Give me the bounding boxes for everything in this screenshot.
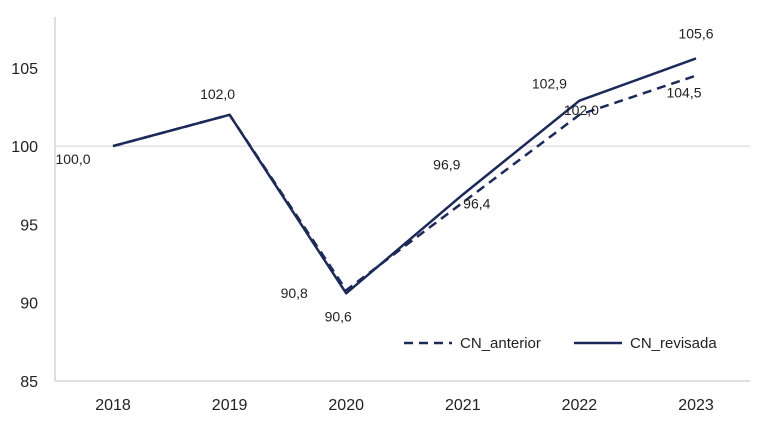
x-tick-label: 2022	[562, 397, 598, 414]
data-label-cn-revisada: 90,6	[325, 308, 352, 324]
data-label-cn-anterior: 104,5	[666, 85, 701, 101]
legend: CN_anterior CN_revisada	[404, 335, 717, 352]
data-label-cn-anterior: 102,0	[564, 102, 599, 118]
y-axis-ticks: 85 90 95 100 105	[11, 61, 38, 391]
y-tick-label: 105	[11, 61, 38, 78]
data-label-cn-revisada: 105,6	[678, 25, 713, 41]
data-label-cn-revisada: 96,9	[433, 157, 460, 173]
y-tick-label: 85	[20, 374, 38, 391]
x-axis-ticks: 2018 2019 2020 2021 2022 2023	[95, 397, 714, 414]
x-tick-label: 2018	[95, 397, 131, 414]
data-label-cn-revisada: 102,0	[200, 86, 235, 102]
x-tick-label: 2021	[445, 397, 481, 414]
data-label-cn-anterior: 96,4	[463, 195, 490, 211]
y-tick-label: 100	[11, 139, 38, 156]
data-labels: 100,0 90,8 96,4 102,0 104,5 102,0 90,6 96,9 102,…	[55, 25, 713, 324]
legend-label-cn-anterior: CN_anterior	[460, 335, 541, 352]
y-tick-label: 90	[20, 296, 38, 313]
data-label-cn-revisada: 102,9	[532, 76, 567, 92]
data-label-cn-anterior: 100,0	[55, 151, 90, 167]
x-tick-label: 2019	[212, 397, 248, 414]
legend-label-cn-revisada: CN_revisada	[630, 335, 717, 352]
series-line-cn-revisada	[112, 57, 697, 295]
x-tick-label: 2023	[678, 397, 714, 414]
y-tick-label: 95	[20, 217, 38, 234]
series-lines	[112, 57, 697, 295]
data-label-cn-anterior: 90,8	[281, 285, 308, 301]
x-tick-label: 2020	[328, 397, 364, 414]
